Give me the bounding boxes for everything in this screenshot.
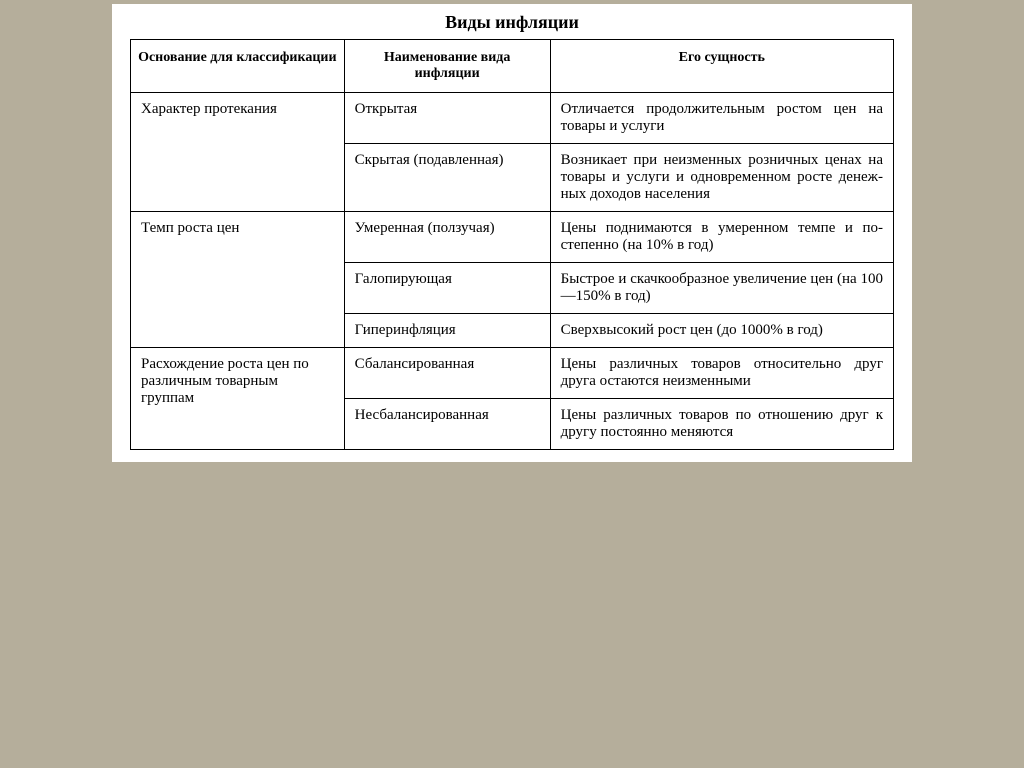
header-name: Наименование вида инфляции — [344, 40, 550, 93]
essence-cell: Сверхвысокий рост цен (до 1000% в год) — [550, 314, 893, 348]
essence-cell: Цены поднимаются в умеренном темпе и по­… — [550, 212, 893, 263]
essence-cell: Отличается продолжи­тельным ростом цен н… — [550, 93, 893, 144]
basis-cell: Темп роста цен — [131, 212, 345, 348]
name-cell: Открытая — [344, 93, 550, 144]
name-cell: Несбаланси­рованная — [344, 399, 550, 450]
inflation-table: Основание для классификации Наименование… — [130, 39, 894, 450]
basis-cell: Характер протекания — [131, 93, 345, 212]
table-row: Расхождение роста цен по различным товар… — [131, 348, 894, 399]
essence-cell: Возникает при неизмен­ных розничных цена… — [550, 144, 893, 212]
table-row: Характер протекания Открытая Отличается … — [131, 93, 894, 144]
essence-cell: Быстрое и скачкообраз­ное увеличение цен… — [550, 263, 893, 314]
header-essence: Его сущность — [550, 40, 893, 93]
name-cell: Сбалансиро­ванная — [344, 348, 550, 399]
header-basis: Основание для классификации — [131, 40, 345, 93]
name-cell: Галопирующая — [344, 263, 550, 314]
table-row: Темп роста цен Умеренная (ползучая) Цены… — [131, 212, 894, 263]
table-body: Характер протекания Открытая Отличается … — [131, 93, 894, 450]
essence-cell: Цены различных това­ров по отношению дру… — [550, 399, 893, 450]
page-title: Виды инфляции — [130, 12, 894, 33]
name-cell: Умеренная (ползучая) — [344, 212, 550, 263]
name-cell: Скрытая (подавленная) — [344, 144, 550, 212]
essence-cell: Цены различных това­ров относительно дру… — [550, 348, 893, 399]
basis-cell: Расхождение роста цен по различным товар… — [131, 348, 345, 450]
header-row: Основание для классификации Наименование… — [131, 40, 894, 93]
document-page: Виды инфляции Основание для классификаци… — [112, 4, 912, 462]
name-cell: Гиперинфляция — [344, 314, 550, 348]
